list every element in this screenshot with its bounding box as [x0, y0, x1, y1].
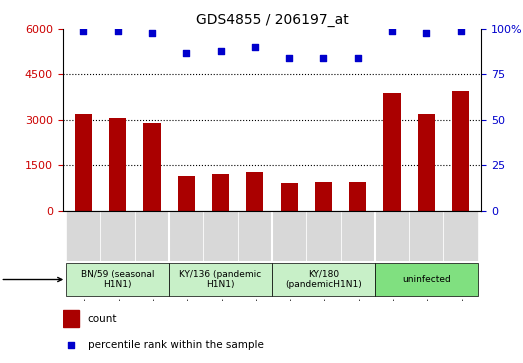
FancyBboxPatch shape [306, 211, 340, 261]
Bar [75, 114, 92, 211]
Bar [178, 176, 195, 211]
Bar [383, 93, 401, 211]
FancyBboxPatch shape [66, 263, 169, 296]
Bar [280, 183, 298, 211]
Bar [212, 174, 229, 211]
FancyBboxPatch shape [340, 211, 375, 261]
FancyBboxPatch shape [203, 211, 237, 261]
Bar [63, 310, 79, 327]
Point [113, 28, 122, 34]
FancyBboxPatch shape [375, 211, 409, 261]
Text: BN/59 (seasonal
H1N1): BN/59 (seasonal H1N1) [81, 270, 154, 289]
Text: KY/180
(pandemicH1N1): KY/180 (pandemicH1N1) [285, 270, 362, 289]
Point [182, 50, 190, 56]
Bar [452, 91, 469, 211]
Title: GDS4855 / 206197_at: GDS4855 / 206197_at [196, 13, 348, 26]
Bar [246, 172, 264, 211]
Text: infection: infection [0, 274, 62, 285]
Point [388, 28, 396, 34]
Point [354, 55, 362, 61]
Bar [109, 118, 126, 211]
FancyBboxPatch shape [409, 211, 444, 261]
Point [147, 30, 156, 36]
Point [285, 55, 293, 61]
Text: KY/136 (pandemic
H1N1): KY/136 (pandemic H1N1) [179, 270, 262, 289]
Bar [349, 182, 366, 211]
FancyBboxPatch shape [237, 211, 272, 261]
FancyBboxPatch shape [375, 263, 477, 296]
FancyBboxPatch shape [444, 211, 477, 261]
FancyBboxPatch shape [272, 263, 375, 296]
Point [67, 342, 75, 348]
Text: percentile rank within the sample: percentile rank within the sample [88, 340, 264, 350]
Bar [418, 114, 435, 211]
Point [79, 28, 87, 34]
Point [217, 48, 225, 54]
FancyBboxPatch shape [100, 211, 135, 261]
Bar [315, 182, 332, 211]
FancyBboxPatch shape [169, 211, 203, 261]
Text: uninfected: uninfected [402, 275, 451, 284]
Text: count: count [88, 314, 117, 324]
FancyBboxPatch shape [66, 211, 100, 261]
FancyBboxPatch shape [169, 263, 272, 296]
FancyBboxPatch shape [135, 211, 169, 261]
Point [319, 55, 327, 61]
Point [457, 28, 465, 34]
Point [422, 30, 430, 36]
Bar [143, 123, 161, 211]
Point [251, 44, 259, 50]
FancyBboxPatch shape [272, 211, 306, 261]
